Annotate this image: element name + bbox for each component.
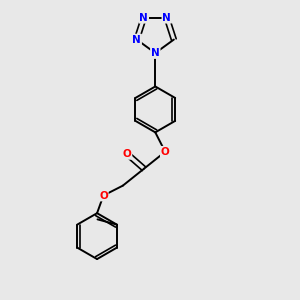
Text: N: N (151, 48, 160, 58)
Text: N: N (140, 13, 148, 23)
Text: O: O (161, 147, 170, 157)
Text: O: O (123, 149, 131, 159)
Text: N: N (132, 34, 141, 45)
Text: N: N (162, 13, 171, 23)
Text: O: O (99, 190, 108, 200)
